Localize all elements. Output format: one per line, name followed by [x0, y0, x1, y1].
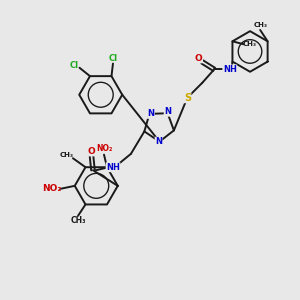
Text: CH₃: CH₃	[60, 152, 74, 158]
Text: CH₃: CH₃	[243, 41, 257, 47]
Text: Cl: Cl	[108, 54, 118, 63]
Text: Cl: Cl	[70, 61, 79, 70]
Text: NH: NH	[223, 65, 237, 74]
Text: N: N	[147, 110, 155, 118]
Text: O: O	[195, 54, 203, 63]
Text: CH₃: CH₃	[253, 22, 267, 28]
Text: NO₂: NO₂	[42, 184, 61, 193]
Text: NH: NH	[106, 163, 120, 172]
Text: S: S	[184, 93, 191, 103]
Text: N: N	[155, 137, 162, 146]
Text: N: N	[164, 107, 171, 116]
Text: O: O	[88, 147, 95, 156]
Text: CH₃: CH₃	[70, 216, 86, 225]
Text: NO₂: NO₂	[96, 144, 113, 153]
